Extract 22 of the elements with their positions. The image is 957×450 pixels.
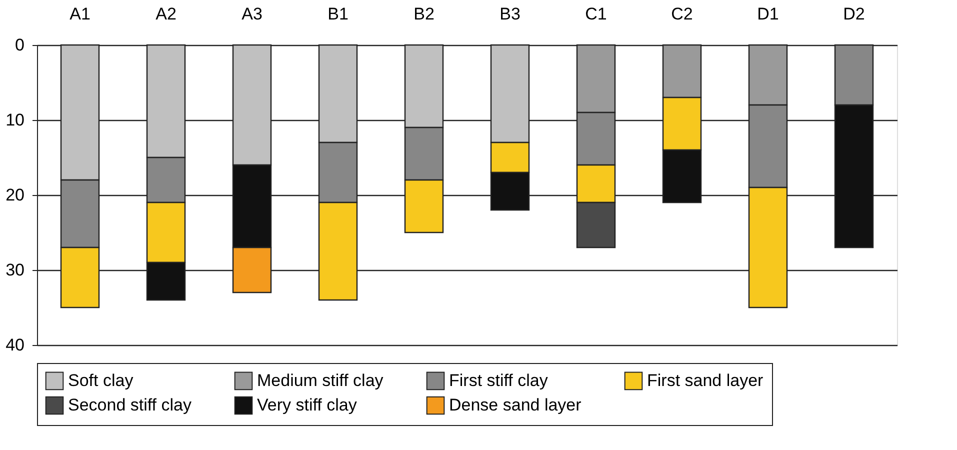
y-tick-label: 10 — [6, 110, 24, 130]
legend-label: Dense sand layer — [449, 396, 582, 414]
x-tick-label: D2 — [843, 4, 865, 24]
x-tick-label: B2 — [414, 4, 434, 24]
x-tick-label: C2 — [671, 4, 693, 24]
x-tick-label: D1 — [757, 4, 779, 24]
x-tick-label: B3 — [500, 4, 520, 24]
y-tick-label: 30 — [6, 260, 24, 280]
x-tick-label: C1 — [585, 4, 607, 24]
legend-label: Medium stiff clay — [257, 370, 384, 390]
legend-label: Second stiff clay — [68, 396, 192, 414]
x-tick-label: A3 — [242, 4, 262, 24]
legend-label: Soft clay — [68, 370, 134, 390]
legend-label: First sand layer — [647, 370, 764, 390]
x-tick-label: A1 — [70, 4, 90, 24]
legend-label: First stiff clay — [449, 370, 548, 390]
y-tick-label: 40 — [6, 336, 24, 354]
legend-label: Very stiff clay — [257, 396, 358, 414]
x-tick-label: B1 — [328, 4, 348, 24]
y-tick-label: 0 — [15, 36, 24, 54]
y-tick-label: 20 — [6, 186, 24, 204]
x-tick-label: A2 — [156, 4, 176, 24]
